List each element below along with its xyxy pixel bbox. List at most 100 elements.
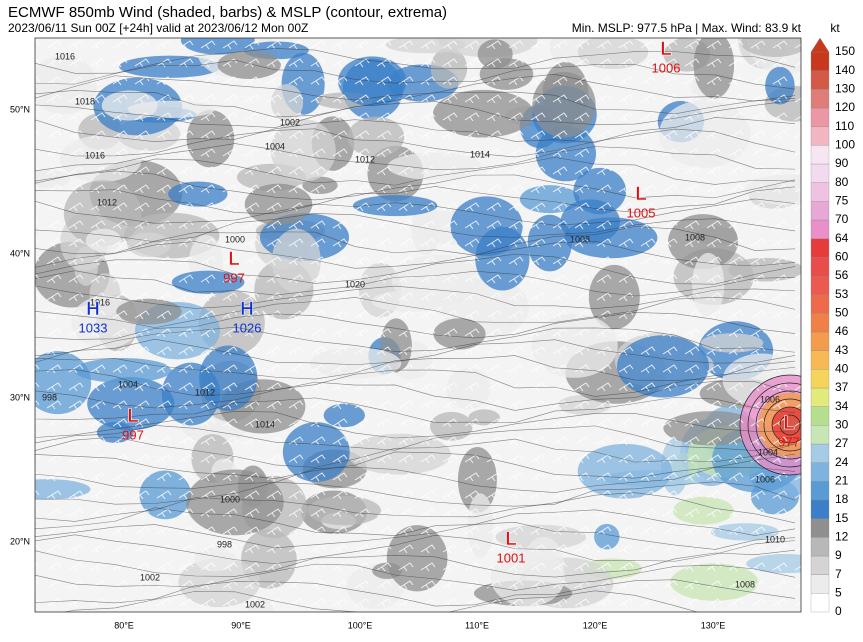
lon-label: 80°E bbox=[114, 620, 134, 630]
colorbar-swatch bbox=[810, 219, 830, 239]
isobar bbox=[35, 436, 796, 468]
contour-label: 1014 bbox=[255, 419, 275, 429]
contour-label: 1008 bbox=[685, 232, 705, 242]
colorbar-swatch bbox=[810, 313, 830, 333]
isobar bbox=[35, 425, 796, 451]
isobar bbox=[755, 390, 801, 460]
isobar bbox=[35, 157, 796, 186]
isobar bbox=[35, 59, 796, 90]
colorbar-swatch bbox=[810, 201, 830, 221]
colorbar-label: 53 bbox=[835, 287, 849, 301]
contour-label: 1004 bbox=[118, 379, 138, 389]
stats: Min. MSLP: 977.5 hPa | Max. Wind: 83.9 k… bbox=[572, 21, 802, 35]
colorbar-label: 18 bbox=[835, 492, 849, 506]
center-value: 1001 bbox=[497, 550, 526, 565]
isobar bbox=[35, 48, 796, 74]
isobar bbox=[35, 143, 796, 172]
center-value: 997 bbox=[223, 270, 245, 285]
contour-label: 1020 bbox=[345, 279, 365, 289]
contour-label: 1016 bbox=[90, 297, 110, 307]
isobar bbox=[35, 549, 796, 578]
colorbar-label: 60 bbox=[835, 250, 849, 264]
colorbar-label: 7 bbox=[835, 567, 842, 581]
colorbar-label: 34 bbox=[835, 399, 849, 413]
contour-label: 1002 bbox=[140, 572, 160, 582]
isobar bbox=[35, 366, 796, 397]
colorbar-label: 43 bbox=[835, 343, 849, 357]
contour-label: 1008 bbox=[570, 234, 590, 244]
colorbar-swatch bbox=[810, 499, 830, 519]
isobar bbox=[35, 396, 796, 423]
colorbar-label: 12 bbox=[835, 530, 849, 544]
colorbar-label: 80 bbox=[835, 175, 849, 189]
isobar bbox=[35, 226, 796, 256]
isobar bbox=[35, 355, 796, 381]
isobar bbox=[35, 90, 796, 118]
colorbar-label: 50 bbox=[835, 306, 849, 320]
colorbar-label: 15 bbox=[835, 511, 849, 525]
center-letter: L bbox=[635, 184, 647, 205]
colorbar-label: 90 bbox=[835, 156, 849, 170]
lon-label: 110°E bbox=[465, 620, 489, 630]
colorbar-swatch bbox=[810, 574, 830, 594]
subtitle: 2023/06/11 Sun 00Z [+24h] valid at 2023/… bbox=[8, 21, 308, 35]
isobar bbox=[763, 398, 801, 452]
center-letter: L bbox=[127, 406, 139, 427]
colorbar-swatch bbox=[810, 350, 830, 370]
isobar bbox=[35, 128, 796, 158]
center-value: 1026 bbox=[233, 320, 262, 335]
colorbar-swatch bbox=[810, 481, 830, 501]
isobar bbox=[35, 563, 796, 591]
isobar bbox=[35, 492, 796, 524]
colorbar-label: 37 bbox=[835, 380, 849, 394]
colorbar-label: 21 bbox=[835, 474, 849, 488]
colorbar-label: 30 bbox=[835, 418, 849, 432]
colorbar-unit: kt bbox=[830, 21, 840, 35]
colorbar-label: 75 bbox=[835, 194, 849, 208]
colorbar-label: 120 bbox=[835, 100, 855, 114]
lon-label: 90°E bbox=[231, 620, 251, 630]
contour-label: 1006 bbox=[760, 394, 780, 404]
isobar bbox=[35, 186, 796, 215]
isobar bbox=[35, 507, 796, 536]
contour-label: 1004 bbox=[758, 447, 778, 457]
colorbar-label: 24 bbox=[835, 455, 849, 469]
colorbar-swatch bbox=[810, 462, 830, 482]
colorbar-label: 9 bbox=[835, 548, 842, 562]
center-letter: L bbox=[228, 249, 240, 270]
contour-label: 1018 bbox=[75, 96, 95, 106]
colorbar-label: 40 bbox=[835, 362, 849, 376]
colorbar-swatch bbox=[810, 182, 830, 202]
center-letter: L bbox=[505, 529, 517, 550]
isobar bbox=[35, 338, 796, 366]
colorbar-swatch bbox=[810, 107, 830, 127]
colorbar-swatch bbox=[810, 126, 830, 146]
colorbar-swatch bbox=[810, 518, 830, 538]
colorbar-swatch bbox=[810, 369, 830, 389]
isobar bbox=[35, 326, 796, 357]
lon-label: 100°E bbox=[348, 620, 373, 630]
colorbar-swatch bbox=[810, 331, 830, 351]
colorbar-label: 70 bbox=[835, 212, 849, 226]
contour-label: 1002 bbox=[245, 599, 265, 609]
isobar bbox=[747, 382, 801, 468]
isobar bbox=[35, 411, 796, 439]
contour-label: 1012 bbox=[195, 387, 215, 397]
isobar bbox=[739, 374, 801, 476]
lon-label: 130°E bbox=[701, 620, 726, 630]
isobar bbox=[35, 481, 796, 507]
center-value: 1006 bbox=[652, 60, 681, 75]
colorbar-label: 27 bbox=[835, 436, 849, 450]
isobar bbox=[779, 414, 801, 436]
isobar bbox=[35, 451, 796, 479]
colorbar-swatch bbox=[810, 145, 830, 165]
isobar bbox=[35, 579, 796, 607]
isobar bbox=[35, 240, 796, 269]
center-value: 1005 bbox=[627, 205, 656, 220]
